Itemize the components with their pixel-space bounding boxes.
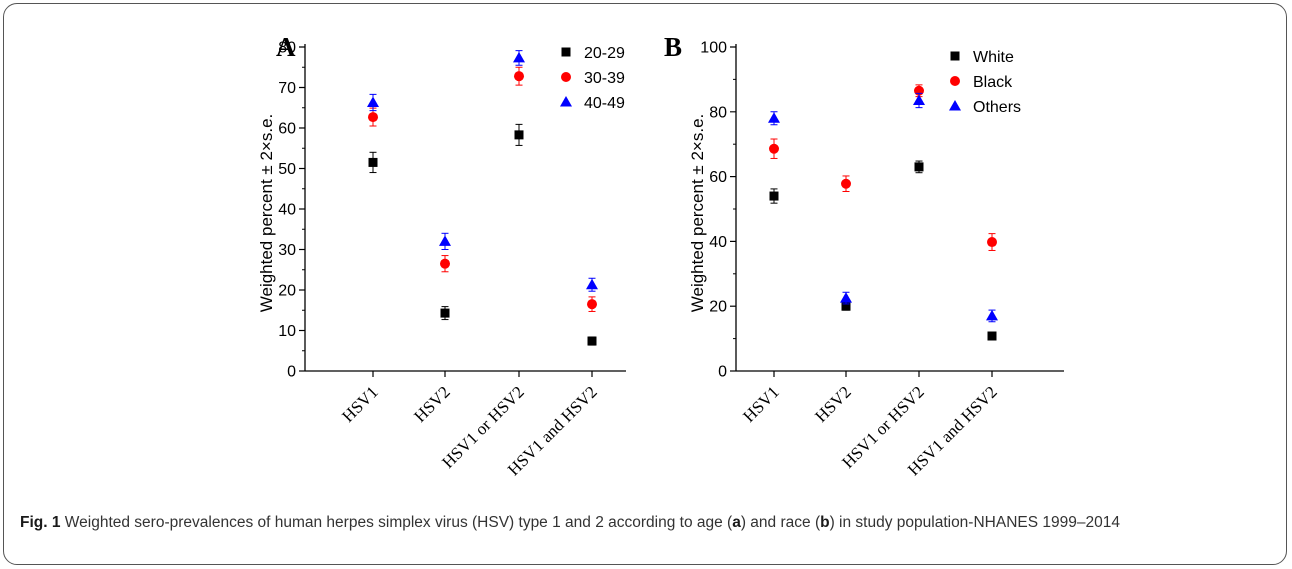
panel-a-data-point [367,96,379,107]
caption-a: a [732,514,741,531]
caption-text-3: ) in study population-NHANES 1999–2014 [829,514,1120,531]
panel-a-data-point [587,299,597,310]
panel-a-y-tick-label: 20 [278,283,296,300]
panel-a-data-point [587,336,597,346]
caption-text-2: ) and race ( [740,514,821,531]
panel-b-data-point [769,191,779,201]
panel-b-y-tick-label: 0 [718,364,727,381]
panel-b-data-point [986,309,998,321]
panel-a-legend-marker [560,96,572,107]
panel-a-data-point [440,258,450,269]
panel-a-y-tick-label: 40 [278,202,296,219]
panel-a-category-label: HSV1 [338,382,381,425]
panel-b-series-others [768,92,998,323]
panel-b-series-black [769,84,997,251]
panel-b-y-tick-label: 40 [709,234,727,251]
panel-b-y-tick-label: 100 [700,40,727,57]
panel-a-y-axis-label: Weighted percent ± 2×s.e. [257,114,276,313]
panel-a-legend-marker [561,47,571,57]
panel-b-series-white [769,160,997,341]
panel-a-category-label: HSV2 [410,382,453,425]
panel-a-data-point [368,112,378,123]
panel-b-y-tick-label: 60 [709,169,727,186]
panel-b-legend-label: Black [973,74,1013,91]
panel-b-legend-label: Others [973,99,1021,116]
panel-a-y-tick-label: 70 [278,80,296,97]
caption-b: b [820,514,830,531]
panel-b-data-point [841,301,851,311]
panel-b-legend-marker [950,76,960,86]
panel-a-legend-label: 40-49 [584,95,625,112]
panel-a-series-40-49 [367,50,598,292]
figure-caption: Fig. 1 Weighted sero-prevalences of huma… [20,511,1270,534]
panel-b-legend-label: White [973,49,1014,66]
panel-a-data-point [439,235,451,246]
panel-b-data-point [987,331,997,341]
caption-label: Fig. 1 [20,514,61,531]
panel-a-y-tick-label: 60 [278,121,296,138]
panel-a-y-tick-label: 10 [278,323,296,340]
panel-a-legend-marker [561,72,571,82]
panel-b-data-point [768,112,780,123]
panel-a-y-tick-label: 0 [287,364,296,381]
panel-a-series-30-39 [368,66,597,312]
caption-text-1: Weighted sero-prevalences of human herpe… [60,514,733,531]
panel-a-series-20-29 [368,123,597,346]
panel-b-category-label: HSV1 [739,382,782,425]
panel-b-legend-marker [950,51,960,61]
panel-b-data-point [987,237,997,248]
panel-a-data-point [514,71,524,82]
panel-b-y-tick-label: 80 [709,104,727,121]
panel-a-legend-label: 30-39 [584,70,625,87]
panel-a-y-tick-label: 50 [278,161,296,178]
panel-a-y-tick-label: 80 [278,40,296,57]
panel-a-data-point [514,130,524,140]
panel-b-data-point [840,292,852,303]
panel-a-letter: A [276,32,296,62]
panel-a-data-point [368,157,378,167]
panel-b-letter: B [664,32,682,62]
panel-b-y-axis-label: Weighted percent ± 2×s.e. [688,114,707,313]
panel-a-data-point [513,51,525,63]
panel-b-legend-marker [949,100,961,111]
panel-b-data-point [913,94,925,105]
panel-b-y-tick-label: 20 [709,299,727,316]
panel-a-data-point [440,308,450,318]
panel-b-data-point [841,178,851,189]
panel-a-data-point [586,278,598,290]
panel-b-data-point [914,162,924,172]
panel-a-y-tick-label: 30 [278,242,296,259]
panel-b-data-point [769,143,779,154]
panel-b-category-label: HSV2 [811,382,854,425]
panel-a-legend-label: 20-29 [584,45,625,62]
figure-frame: 0 10 20 30 40 50 60 70 80 HSV1 HSV2 HSV1 or HSV2 HSV… [3,3,1287,565]
